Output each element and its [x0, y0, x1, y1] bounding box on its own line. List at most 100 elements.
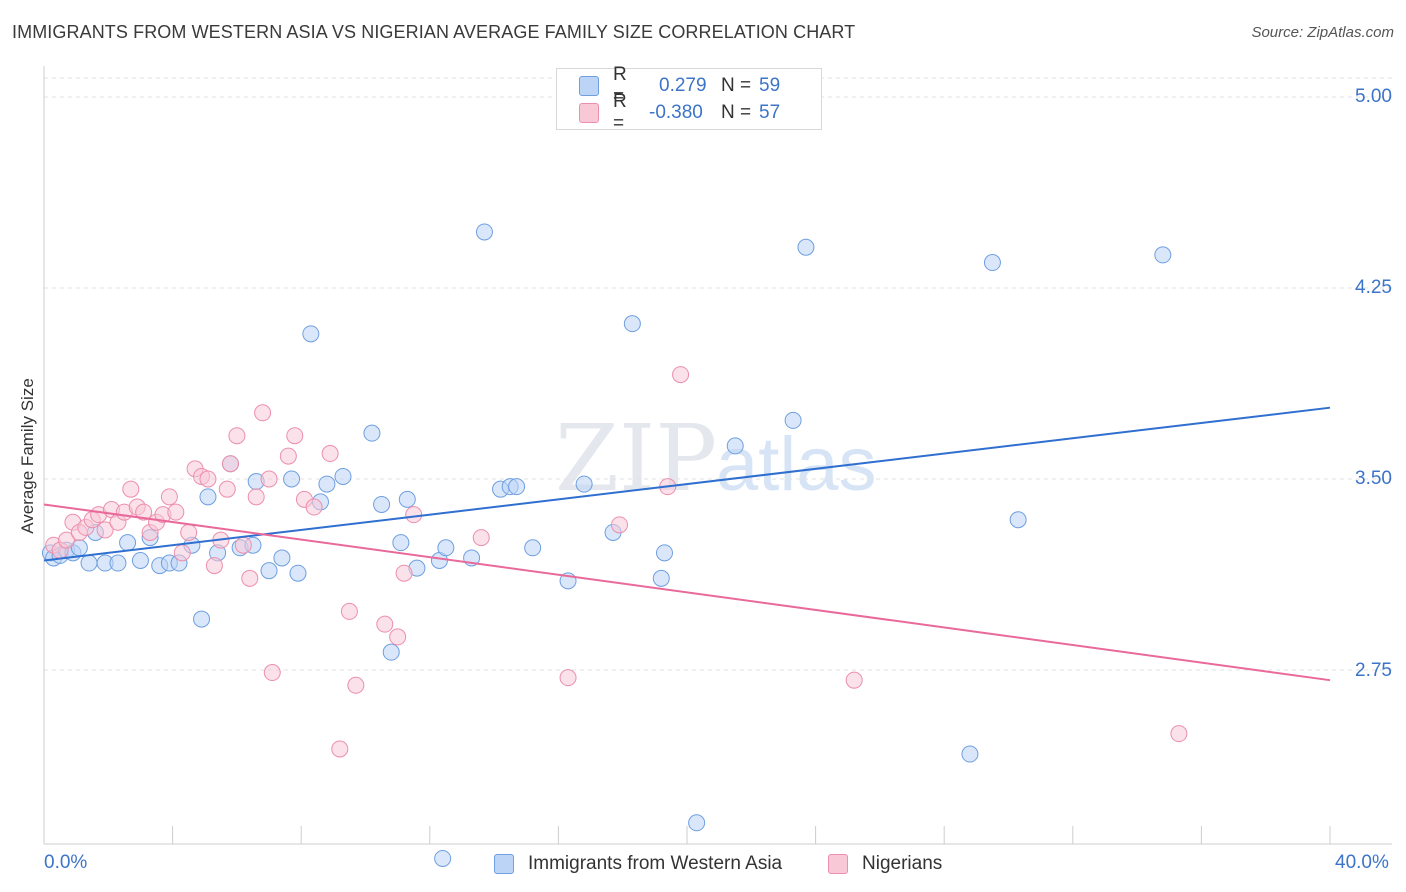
bottom-legend-swatch-blue: [494, 854, 514, 874]
point-nigerians: [610, 516, 628, 534]
trend-lines: [43, 406, 1331, 682]
point-nigerians: [286, 427, 304, 445]
point-immigrants: [363, 424, 381, 442]
bottom-legend-nigerians: Nigerians: [828, 852, 942, 876]
point-nigerians: [221, 455, 239, 473]
legend-row-nigerians: R = -0.380 N = 57: [579, 91, 781, 134]
point-nigerians: [331, 740, 349, 758]
point-nigerians: [305, 498, 323, 516]
point-nigerians: [263, 664, 281, 682]
point-immigrants: [434, 849, 452, 867]
point-nigerians: [321, 445, 339, 463]
point-nigerians: [672, 366, 690, 384]
point-nigerians: [228, 427, 246, 445]
bottom-legend-immigrants: Immigrants from Western Asia: [494, 852, 782, 876]
point-immigrants: [797, 238, 815, 256]
point-immigrants: [382, 643, 400, 661]
point-immigrants: [524, 539, 542, 557]
point-immigrants: [193, 610, 211, 628]
point-nigerians: [347, 676, 365, 694]
point-nigerians: [241, 569, 259, 587]
point-immigrants: [655, 544, 673, 562]
point-nigerians: [122, 480, 140, 498]
legend-n-label: N =: [721, 102, 752, 123]
bottom-legend-label: Immigrants from Western Asia: [528, 853, 783, 874]
legend: R = 0.279 N = 59 R = -0.380 N = 57: [556, 64, 822, 134]
legend-swatch-pink: [579, 103, 599, 123]
point-nigerians: [135, 503, 153, 521]
point-nigerians: [173, 544, 191, 562]
point-nigerians: [218, 480, 236, 498]
source-label: Source: ZipAtlas.com: [1251, 24, 1394, 41]
point-immigrants: [398, 490, 416, 508]
point-nigerians: [96, 521, 114, 539]
point-immigrants: [652, 569, 670, 587]
point-nigerians: [845, 671, 863, 689]
point-immigrants: [289, 564, 307, 582]
legend-n-value: 57: [759, 102, 781, 123]
point-immigrants: [726, 437, 744, 455]
point-nigerians: [205, 557, 223, 575]
legend-n-label: N =: [721, 75, 752, 96]
point-immigrants: [961, 745, 979, 763]
point-nigerians: [160, 488, 178, 506]
point-immigrants: [119, 534, 137, 552]
legend-swatch-blue: [579, 76, 599, 96]
y-tick-label: 2.75: [1355, 660, 1392, 681]
point-immigrants: [983, 254, 1001, 272]
point-immigrants: [302, 325, 320, 343]
point-immigrants: [283, 470, 301, 488]
legend-r-label: R =: [613, 64, 627, 107]
point-immigrants: [508, 478, 526, 496]
point-nigerians: [340, 602, 358, 620]
point-immigrants: [1154, 246, 1172, 264]
x-tick-label: 40.0%: [1335, 852, 1389, 873]
y-tick-label: 3.50: [1355, 468, 1392, 489]
point-nigerians: [234, 536, 252, 554]
point-nigerians: [279, 447, 297, 465]
point-immigrants: [109, 554, 127, 572]
x-tick-label: 0.0%: [44, 852, 88, 873]
y-tick-label: 4.25: [1355, 277, 1392, 298]
point-immigrants: [1009, 511, 1027, 529]
point-nigerians: [559, 669, 577, 687]
point-immigrants: [623, 315, 641, 333]
point-immigrants: [199, 488, 217, 506]
legend-r-value: -0.380: [649, 102, 703, 123]
point-nigerians: [167, 503, 185, 521]
series-immigrants-points: [41, 223, 1172, 867]
point-immigrants: [318, 475, 336, 493]
point-immigrants: [784, 411, 802, 429]
trend-line-nigerians: [43, 503, 1331, 682]
point-immigrants: [334, 467, 352, 485]
point-immigrants: [260, 562, 278, 580]
watermark: ZIP atlas: [555, 405, 877, 512]
point-nigerians: [472, 529, 490, 547]
legend-r-label: R =: [613, 91, 627, 134]
point-immigrants: [688, 814, 706, 832]
point-nigerians: [180, 523, 198, 541]
legend-r-value: 0.279: [659, 75, 707, 96]
point-immigrants: [475, 223, 493, 241]
point-immigrants: [437, 539, 455, 557]
point-nigerians: [389, 628, 407, 646]
legend-n-value: 59: [759, 75, 781, 96]
point-nigerians: [260, 470, 278, 488]
point-immigrants: [373, 495, 391, 513]
point-immigrants: [80, 554, 98, 572]
point-immigrants: [273, 549, 291, 567]
y-tick-label: 5.00: [1355, 86, 1392, 107]
legend-row-immigrants: R = 0.279 N = 59: [579, 64, 781, 107]
watermark-zip: ZIP: [555, 405, 717, 512]
chart-title: IMMIGRANTS FROM WESTERN ASIA VS NIGERIAN…: [12, 22, 856, 42]
point-nigerians: [247, 488, 265, 506]
point-immigrants: [131, 551, 149, 569]
point-nigerians: [395, 564, 413, 582]
point-immigrants: [392, 534, 410, 552]
point-nigerians: [254, 404, 272, 422]
bottom-legend-swatch-pink: [828, 854, 848, 874]
trend-line-immigrants: [43, 406, 1331, 562]
axes: [43, 66, 1392, 845]
point-nigerians: [1170, 725, 1188, 743]
